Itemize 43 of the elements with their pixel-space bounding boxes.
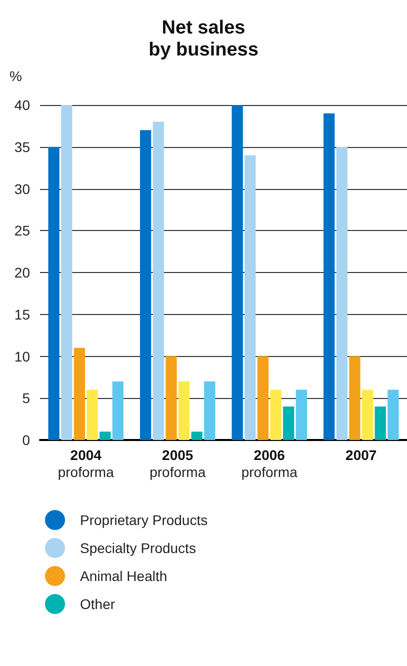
bar [140,130,152,440]
bar [191,432,202,440]
x-tick-label: 2007 [346,447,377,463]
bar [232,105,243,440]
bar [74,348,86,440]
bar [336,146,348,440]
bar [100,432,111,440]
y-tick-label: 5 [22,390,30,406]
x-tick-label: 2006 proforma [241,447,298,480]
bar [244,155,256,440]
y-tick-label: 40 [14,97,30,113]
chart-title: Net sales by business [148,18,258,60]
bar [374,406,386,440]
y-tick-label: 0 [22,432,30,448]
bar [112,381,124,440]
y-tick-label: 30 [14,180,30,197]
legend-label: Other [80,596,116,612]
legend-label: Specialty Products [80,540,196,556]
bar [166,356,177,440]
y-tick-label: 20 [14,264,30,280]
y-axis-title: % [10,68,22,84]
bar [349,356,360,440]
bar [270,390,282,440]
bar [48,146,60,440]
bar [257,356,269,440]
bar [324,113,335,440]
bar [204,381,216,440]
legend-label: Animal Health [80,568,168,584]
bar [86,390,98,440]
bar [296,390,307,440]
y-tick-label: 25 [14,222,30,239]
bar [178,381,190,440]
legend-label: Proprietary Products [80,512,208,528]
y-tick-label: 15 [14,306,30,322]
bar [61,105,72,440]
bar [388,390,399,440]
y-tick-label: 35 [14,138,30,155]
bar [152,122,164,440]
x-tick-label: 2005 proforma [150,447,206,480]
x-tick-label: 2004 proforma [58,447,114,480]
bar [283,406,294,440]
bar [362,390,374,440]
y-tick-label: 10 [14,348,30,364]
